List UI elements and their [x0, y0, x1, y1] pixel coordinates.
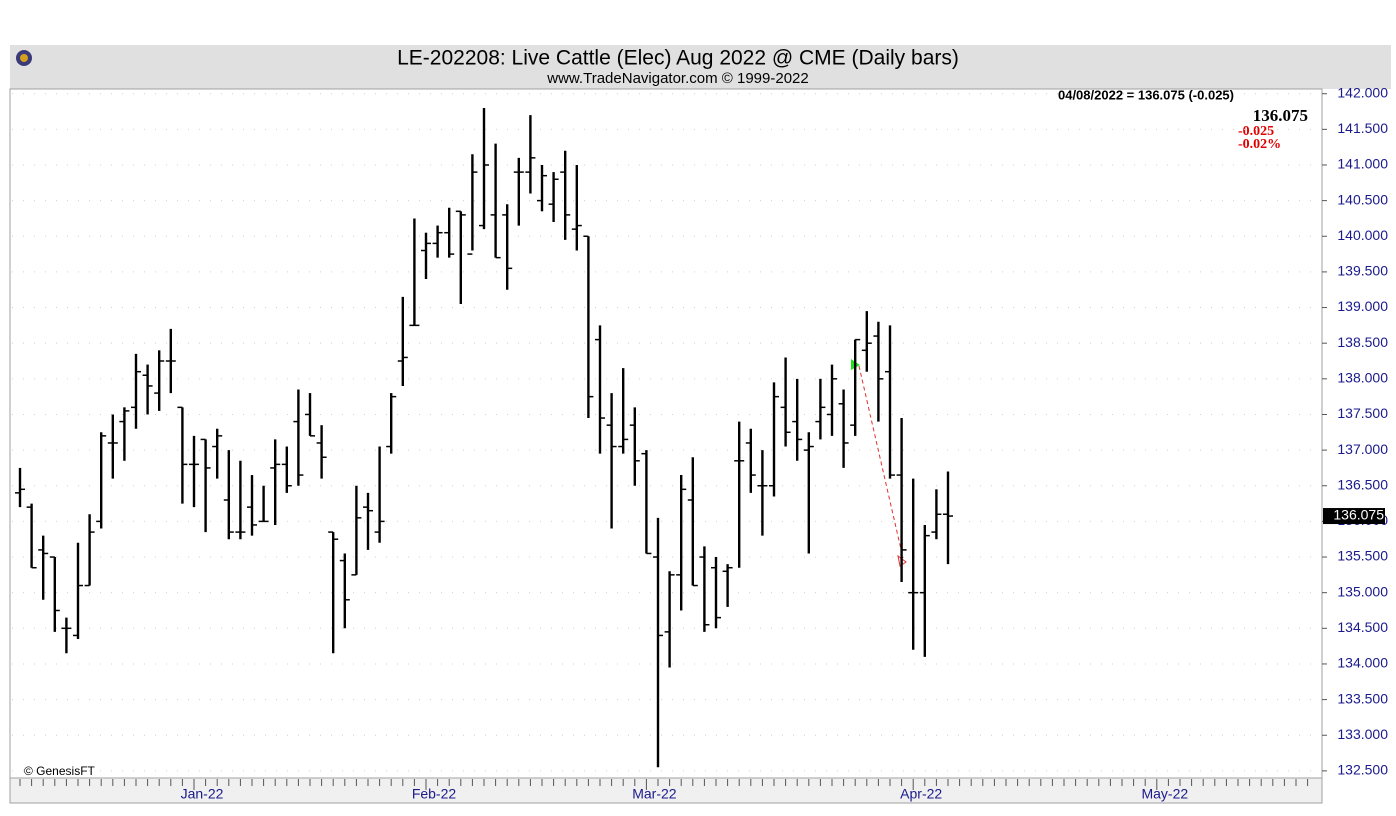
- source-label: © GenesisFT: [24, 764, 96, 778]
- logo: [20, 54, 28, 62]
- y-tick-label: 140.500: [1337, 191, 1388, 207]
- y-tick-label: 133.000: [1337, 726, 1388, 742]
- y-tick-label: 133.500: [1337, 690, 1388, 706]
- bars: [15, 107, 953, 768]
- y-tick-label: 137.000: [1337, 441, 1388, 457]
- x-tick-label: May-22: [1141, 786, 1188, 802]
- x-tick-label: Jan-22: [181, 786, 224, 802]
- y-tick-label: 135.000: [1337, 583, 1388, 599]
- y-tick-label: 132.500: [1337, 762, 1388, 778]
- axes: 132.500 133.000 133.500 134.000 134.500 135.0…: [19, 84, 1388, 802]
- y-tick-label: 141.500: [1337, 120, 1388, 136]
- y-tick-label: 135.500: [1337, 548, 1388, 564]
- chart-subtitle: www.TradeNavigator.com © 1999-2022: [546, 70, 808, 87]
- y-tick-label: 139.500: [1337, 263, 1388, 279]
- y-tick-label: 136.500: [1337, 476, 1388, 492]
- y-tick-label: 134.500: [1337, 619, 1388, 635]
- y-tick-label: 138.000: [1337, 370, 1388, 386]
- x-tick-label: Apr-22: [900, 786, 942, 802]
- x-tick-label: Mar-22: [632, 786, 677, 802]
- y-tick-label: 142.000: [1337, 84, 1388, 100]
- plot-area: [9, 88, 1323, 779]
- last-price-label: 136.075: [1333, 507, 1384, 523]
- y-tick-label: 134.000: [1337, 655, 1388, 671]
- last-value: 136.075: [1253, 106, 1308, 125]
- y-tick-label: 137.500: [1337, 405, 1388, 421]
- y-tick-label: 141.000: [1337, 156, 1388, 172]
- y-tick-label: 140.000: [1337, 227, 1388, 243]
- last-price-tag: [1323, 508, 1385, 525]
- y-tick-label: 139.000: [1337, 298, 1388, 314]
- info-label: 04/08/2022 = 136.075 (-0.025): [1058, 87, 1234, 102]
- chart-title: LE-202208: Live Cattle (Elec) Aug 2022 @…: [397, 47, 959, 70]
- change-percent: -0.02%: [1238, 137, 1281, 152]
- header-band: [10, 45, 1391, 89]
- grid: [12, 93, 1320, 772]
- change-value: -0.025: [1238, 124, 1274, 139]
- y-tick-label: 138.500: [1337, 334, 1388, 350]
- x-tick-label: Feb-22: [412, 786, 457, 802]
- trend-arrow: [858, 365, 904, 559]
